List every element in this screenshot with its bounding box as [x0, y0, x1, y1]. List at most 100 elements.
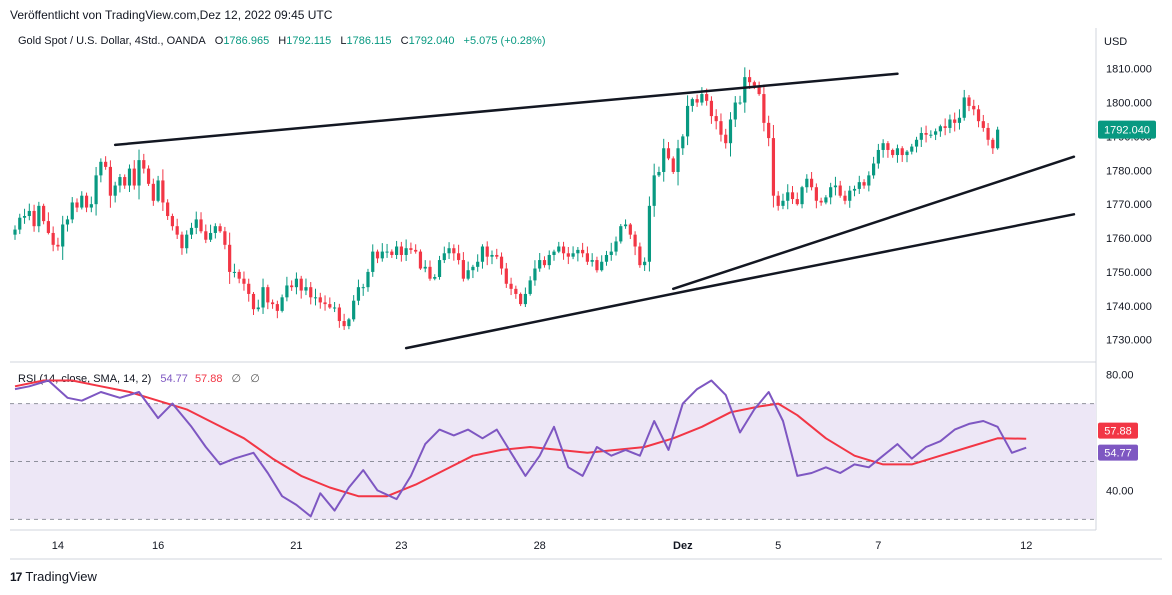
candle-down[interactable] [204, 231, 208, 240]
candle-down[interactable] [418, 251, 423, 269]
candle-down[interactable] [724, 134, 728, 144]
candle-up[interactable] [261, 287, 265, 308]
candle-down[interactable] [180, 234, 184, 249]
candle-up[interactable] [609, 251, 613, 255]
candle-down[interactable] [461, 260, 465, 279]
candle-down[interactable] [943, 126, 947, 128]
candle-down[interactable] [275, 304, 279, 311]
candle-up[interactable] [13, 229, 17, 235]
candle-down[interactable] [337, 307, 341, 322]
trendline[interactable] [672, 155, 1076, 291]
candle-up[interactable] [99, 161, 103, 176]
candle-up[interactable] [137, 160, 141, 186]
candle-up[interactable] [938, 126, 942, 132]
candle-down[interactable] [891, 149, 895, 156]
tradingview-brand[interactable]: 17 TradingView [10, 569, 97, 584]
candle-up[interactable] [919, 133, 923, 140]
candle-down[interactable] [108, 166, 112, 196]
candle-up[interactable] [848, 190, 852, 201]
candle-down[interactable] [585, 253, 589, 262]
candle-up[interactable] [18, 217, 22, 230]
candle-down[interactable] [695, 99, 699, 103]
candle-down[interactable] [666, 148, 671, 159]
candle-down[interactable] [199, 219, 203, 232]
candle-up[interactable] [433, 277, 437, 279]
candle-down[interactable] [542, 260, 547, 266]
candle-down[interactable] [747, 77, 752, 83]
candle-down[interactable] [924, 133, 928, 135]
candle-up[interactable] [929, 134, 933, 136]
candle-down[interactable] [452, 248, 456, 254]
candle-up[interactable] [189, 227, 194, 235]
candle-up[interactable] [948, 119, 952, 128]
candle-up[interactable] [681, 136, 685, 149]
candle-up[interactable] [619, 226, 623, 242]
candle-up[interactable] [643, 261, 647, 266]
candle-down[interactable] [290, 285, 294, 288]
candle-down[interactable] [671, 158, 675, 172]
candle-up[interactable] [876, 149, 880, 164]
candle-up[interactable] [366, 271, 370, 288]
candle-up[interactable] [490, 254, 494, 257]
candle-down[interactable] [51, 232, 55, 245]
candle-up[interactable] [404, 248, 408, 255]
candle-up[interactable] [857, 182, 861, 189]
candle-up[interactable] [385, 251, 389, 253]
candle-up[interactable] [352, 300, 356, 320]
candle-up[interactable] [829, 187, 833, 198]
candle-down[interactable] [981, 121, 985, 128]
candle-up[interactable] [824, 197, 828, 203]
candle-up[interactable] [600, 261, 604, 271]
candle-up[interactable] [914, 139, 919, 147]
candle-up[interactable] [881, 143, 885, 150]
eye-slash-icon[interactable]: ∅ [250, 373, 260, 385]
candle-down[interactable] [266, 287, 270, 303]
candle-down[interactable] [595, 260, 599, 271]
candle-up[interactable] [805, 178, 809, 188]
candle-up[interactable] [37, 205, 41, 227]
candle-down[interactable] [814, 187, 818, 201]
candle-down[interactable] [705, 94, 709, 101]
candle-up[interactable] [70, 202, 74, 220]
symbol-title[interactable]: Gold Spot / U.S. Dollar, 4Std., OANDA [18, 35, 206, 47]
candle-down[interactable] [166, 202, 170, 217]
candle-down[interactable] [776, 195, 780, 206]
candle-down[interactable] [375, 251, 380, 259]
candle-up[interactable] [80, 195, 84, 208]
candle-down[interactable] [862, 182, 866, 186]
candle-up[interactable] [647, 205, 652, 262]
candle-up[interactable] [89, 204, 93, 208]
candle-up[interactable] [480, 246, 485, 262]
candle-down[interactable] [719, 121, 723, 135]
candle-up[interactable] [156, 180, 160, 201]
candle-up[interactable] [27, 210, 31, 217]
candle-up[interactable] [533, 268, 537, 281]
candle-down[interactable] [151, 183, 155, 201]
candle-up[interactable] [437, 260, 442, 277]
candle-up[interactable] [733, 102, 737, 120]
candle-up[interactable] [690, 99, 694, 106]
candle-up[interactable] [700, 94, 704, 103]
candle-up[interactable] [213, 226, 217, 233]
candle-up[interactable] [867, 175, 871, 186]
candle-down[interactable] [318, 297, 322, 303]
candle-down[interactable] [843, 195, 847, 201]
candle-down[interactable] [228, 244, 232, 272]
candle-down[interactable] [104, 161, 108, 167]
candle-up[interactable] [423, 266, 427, 269]
candle-down[interactable] [838, 185, 842, 196]
candle-up[interactable] [208, 232, 213, 240]
candle-down[interactable] [795, 199, 799, 205]
candle-down[interactable] [237, 271, 241, 279]
candle-down[interactable] [142, 160, 146, 169]
candle-down[interactable] [566, 253, 570, 257]
candle-down[interactable] [299, 278, 303, 291]
candle-down[interactable] [328, 304, 332, 308]
candle-up[interactable] [996, 129, 1000, 149]
candle-up[interactable] [657, 171, 661, 176]
candle-up[interactable] [557, 246, 561, 252]
candle-down[interactable] [967, 97, 971, 106]
candle-up[interactable] [895, 148, 900, 156]
candle-down[interactable] [514, 288, 518, 294]
